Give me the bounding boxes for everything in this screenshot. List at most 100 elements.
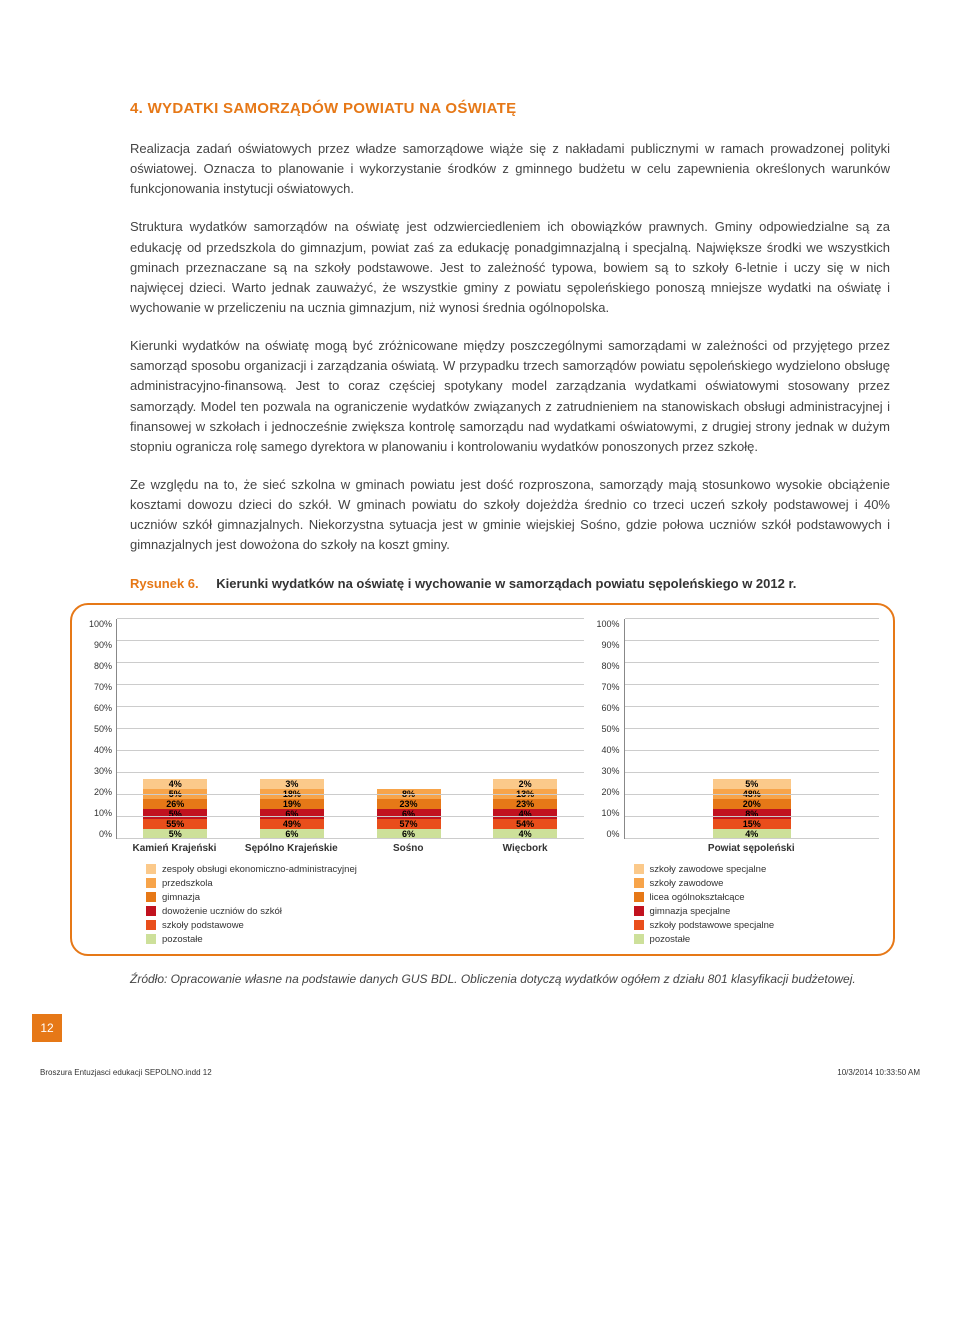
bar-segment: 5% [143, 809, 207, 819]
legend-item: gimnazja specjalne [634, 906, 879, 917]
x-tick: Powiat sępoleński [624, 843, 879, 854]
y-tick: 80% [86, 661, 112, 671]
legend-item: szkoły zawodowe [634, 878, 879, 889]
y-tick: 80% [594, 661, 620, 671]
legend-label: pozostałe [162, 934, 203, 945]
legend-swatch [146, 920, 156, 930]
y-axis: 100% 90% 80% 70% 60% 50% 40% 30% 20% 10% 0% [594, 619, 624, 839]
y-tick: 100% [86, 619, 112, 629]
x-tick: Sośno [350, 843, 467, 854]
figure-title: Kierunki wydatków na oświatę i wychowani… [216, 576, 796, 591]
y-tick: 60% [594, 703, 620, 713]
chart-right: 100% 90% 80% 70% 60% 50% 40% 30% 20% 10% 0% 4%15%8… [594, 619, 879, 948]
y-tick: 20% [86, 787, 112, 797]
bar-segment: 49% [260, 819, 324, 829]
bar-segment: 4% [143, 779, 207, 789]
y-tick: 40% [594, 745, 620, 755]
bar-segment: 15% [713, 819, 791, 829]
y-tick: 0% [86, 829, 112, 839]
x-tick: Więcbork [467, 843, 584, 854]
paragraph: Struktura wydatków samorządów na oświatę… [130, 217, 890, 318]
legend-item: pozostałe [146, 934, 584, 945]
x-tick: Kamień Krajeński [116, 843, 233, 854]
legend-swatch [634, 934, 644, 944]
legend-label: przedszkola [162, 878, 213, 889]
legend-item: przedszkola [146, 878, 584, 889]
bar-segment: 55% [143, 819, 207, 829]
legend-label: szkoły zawodowe [650, 878, 724, 889]
y-tick: 30% [86, 766, 112, 776]
x-tick: Sępólno Krajeńskie [233, 843, 350, 854]
footer-right: 10/3/2014 10:33:50 AM [837, 1068, 920, 1077]
y-tick: 40% [86, 745, 112, 755]
legend-label: zespoły obsługi ekonomiczno-administracy… [162, 864, 357, 875]
bar-segment: 2% [493, 779, 557, 789]
legend-label: szkoły podstawowe specjalne [650, 920, 775, 931]
bar: 4%54%4%23%13%2% [493, 779, 557, 839]
bar-segment: 4% [493, 809, 557, 819]
legend-item: gimnazja [146, 892, 584, 903]
figure-label: Rysunek 6. [130, 576, 199, 591]
legend-swatch [146, 878, 156, 888]
y-tick: 0% [594, 829, 620, 839]
legend-label: pozostałe [650, 934, 691, 945]
y-axis: 100% 90% 80% 70% 60% 50% 40% 30% 20% 10% 0% [86, 619, 116, 839]
bar-segment: 54% [493, 819, 557, 829]
bar: 4%15%8%20%48%5% [713, 779, 791, 839]
y-tick: 90% [594, 640, 620, 650]
bar-segment: 57% [377, 819, 441, 829]
chart-left: 100% 90% 80% 70% 60% 50% 40% 30% 20% 10% 0% 5%55% 5… [86, 619, 584, 948]
y-tick: 60% [86, 703, 112, 713]
chart-source: Źródło: Opracowanie własne na podstawie … [130, 970, 890, 988]
legend-item: szkoły podstawowe specjalne [634, 920, 879, 931]
bar-segment: 26% [143, 799, 207, 809]
y-tick: 50% [86, 724, 112, 734]
legend-label: szkoły zawodowe specjalne [650, 864, 767, 875]
bar: 5%55%5%26%5%4% [143, 779, 207, 839]
legend-swatch [634, 920, 644, 930]
y-tick: 10% [86, 808, 112, 818]
legend-item: dowożenie uczniów do szkół [146, 906, 584, 917]
legend: szkoły zawodowe specjalne szkoły zawodowe… [634, 864, 879, 945]
legend-item: szkoły podstawowe [146, 920, 584, 931]
bar: 6%57%6%23%8% [377, 789, 441, 839]
legend: zespoły obsługi ekonomiczno-administracy… [146, 864, 584, 945]
legend-label: gimnazja specjalne [650, 906, 731, 917]
legend-item: pozostałe [634, 934, 879, 945]
plot-area: 4%15%8%20%48%5% [624, 619, 879, 839]
page-number: 12 [32, 1014, 62, 1042]
legend-swatch [146, 892, 156, 902]
figure-caption: Rysunek 6. Kierunki wydatków na oświatę … [130, 576, 890, 591]
bar-segment: 23% [493, 799, 557, 809]
legend-item: zespoły obsługi ekonomiczno-administracy… [146, 864, 584, 875]
print-footer: Broszura Entuzjasci edukacji SEPOLNO.ind… [0, 1062, 960, 1087]
y-tick: 10% [594, 808, 620, 818]
plot-area: 5%55%5%26%5%4%6%49%6%19%18%3%6%57%6%23%8… [116, 619, 584, 839]
footer-left: Broszura Entuzjasci edukacji SEPOLNO.ind… [40, 1068, 212, 1077]
y-tick: 100% [594, 619, 620, 629]
legend-item: szkoły zawodowe specjalne [634, 864, 879, 875]
y-tick: 50% [594, 724, 620, 734]
bar: 6%49%6%19%18%3% [260, 779, 324, 839]
bar-segment: 19% [260, 799, 324, 809]
bar-segment: 3% [260, 779, 324, 789]
legend-label: gimnazja [162, 892, 200, 903]
legend-item: licea ogólnokształcące [634, 892, 879, 903]
x-axis: Kamień KrajeńskiSępólno KrajeńskieSośnoW… [116, 843, 584, 854]
legend-swatch [146, 934, 156, 944]
legend-label: dowożenie uczniów do szkół [162, 906, 282, 917]
legend-swatch [634, 892, 644, 902]
y-tick: 30% [594, 766, 620, 776]
paragraph: Kierunki wydatków na oświatę mogą być zr… [130, 336, 890, 457]
bar-segment: 23% [377, 799, 441, 809]
chart-card: 100% 90% 80% 70% 60% 50% 40% 30% 20% 10% 0% 5%55% 5… [70, 603, 895, 956]
bar-segment: 20% [713, 799, 791, 809]
legend-label: szkoły podstawowe [162, 920, 244, 931]
section-heading: 4. WYDATKI SAMORZĄDÓW POWIATU NA OŚWIATĘ [130, 100, 890, 117]
y-tick: 90% [86, 640, 112, 650]
legend-swatch [634, 878, 644, 888]
y-tick: 70% [86, 682, 112, 692]
paragraph: Realizacja zadań oświatowych przez władz… [130, 139, 890, 199]
y-tick: 20% [594, 787, 620, 797]
y-tick: 70% [594, 682, 620, 692]
